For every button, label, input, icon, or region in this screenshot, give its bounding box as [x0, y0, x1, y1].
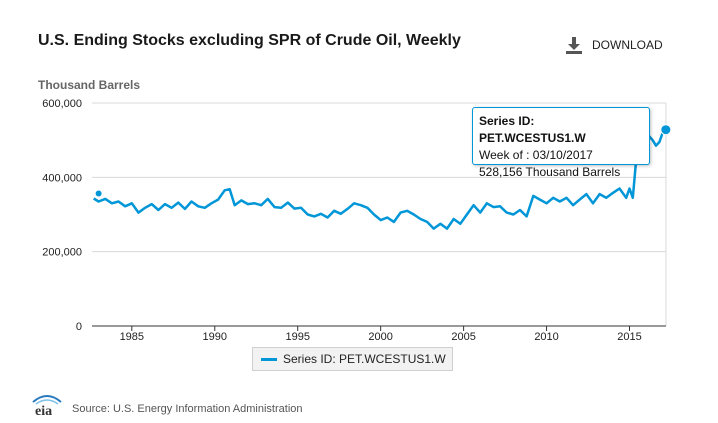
axes: 0 200,000 400,000 600,000 1985 1990 1995 2000 20… [42, 98, 666, 343]
y-tick-label: 400,000 [42, 172, 82, 184]
download-label: DOWNLOAD [592, 38, 663, 52]
tooltip-value: 528,156 Thousand Barrels [479, 165, 621, 179]
y-tick-label: 0 [76, 321, 82, 333]
highlighted-point [660, 124, 672, 136]
x-tick-label: 2005 [451, 331, 475, 343]
data-tooltip: Series ID: PET.WCESTUS1.W Week of : 03/1… [472, 107, 650, 179]
y-tick-label: 200,000 [42, 247, 82, 259]
eia-logo-text: eia [35, 404, 52, 418]
legend-item[interactable]: Series ID: PET.WCESTUS1.W [252, 347, 453, 371]
tooltip-series-id: Series ID: PET.WCESTUS1.W [479, 114, 586, 145]
chart-title: U.S. Ending Stocks excluding SPR of Crud… [38, 32, 461, 49]
y-axis-unit-label: Thousand Barrels [38, 78, 141, 92]
series-layer [93, 124, 672, 230]
x-tick-label: 1985 [120, 331, 144, 343]
download-button[interactable]: DOWNLOAD [565, 36, 663, 54]
series-line [93, 128, 667, 230]
legend-swatch [261, 357, 277, 361]
x-tick-label: 2010 [534, 331, 558, 343]
eia-logo-icon: eia [32, 395, 62, 418]
x-tick-label: 2000 [368, 331, 392, 343]
legend-label: Series ID: PET.WCESTUS1.W [283, 352, 446, 366]
source-note: Source: U.S. Energy Information Administ… [72, 403, 303, 415]
download-icon [566, 37, 582, 54]
data-point-marker [95, 190, 102, 197]
gridlines [92, 102, 667, 326]
x-tick-label: 1990 [203, 331, 227, 343]
x-tick-label: 1995 [285, 331, 309, 343]
tooltip-week: Week of : 03/10/2017 [479, 148, 593, 162]
x-tick-label: 2015 [617, 331, 641, 343]
y-tick-label: 600,000 [42, 98, 82, 110]
